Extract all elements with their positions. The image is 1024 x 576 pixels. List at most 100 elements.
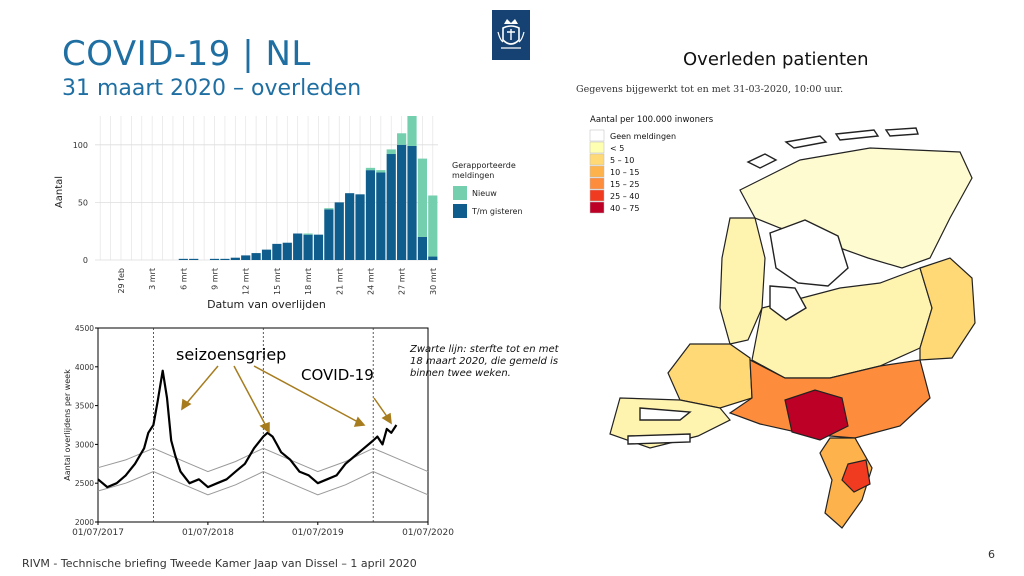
map-updated-note: Gegevens bijgewerkt tot en met 31-03-202…	[576, 84, 844, 95]
wadden-island-3	[834, 129, 880, 141]
rijksoverheid-crest-icon	[492, 10, 530, 60]
bar-gisteren	[272, 243, 282, 260]
bar-legend-title: Gerapporteerde meldingen	[452, 161, 516, 180]
bar-x-tick-label: 27 mrt	[398, 268, 407, 295]
bar-x-axis-title: Datum van overlijden	[207, 298, 326, 311]
line-series	[97, 369, 429, 496]
line-y-tick-label: 2000	[75, 518, 94, 527]
bar-legend-label: T/m gisteren	[471, 207, 523, 216]
bar-nieuw	[407, 116, 417, 146]
line-y-tick-label: 4500	[75, 324, 94, 333]
bar-gisteren	[345, 193, 355, 260]
wadden-island-1	[746, 153, 778, 169]
bar-legend-swatch	[453, 186, 467, 200]
map-legend-label: 15 – 25	[610, 180, 639, 189]
bar-gisteren	[241, 255, 251, 260]
line-baseline-band	[97, 471, 429, 496]
bar-legend-title-line: Gerapporteerde	[452, 161, 516, 170]
line-x-tick-label: 01/07/2020	[402, 528, 454, 536]
slide-title: COVID-19 | NL	[62, 34, 311, 74]
bar-x-tick-label: 30 mrt	[429, 268, 438, 295]
covid-annotation: COVID-19	[301, 366, 374, 384]
bar-gisteren	[397, 144, 407, 260]
bar-gisteren	[189, 258, 199, 260]
map-legend-swatch	[589, 141, 605, 154]
bar-gisteren	[313, 234, 324, 260]
arrow-covid	[373, 397, 389, 419]
bar-gisteren	[407, 145, 417, 260]
map-title: Overleden patienten	[683, 49, 869, 70]
bar-gisteren	[334, 202, 344, 260]
region-limburg-hotspot	[841, 459, 871, 493]
bar-nieuw	[365, 167, 376, 171]
bar-gisteren	[376, 172, 386, 260]
line-chart-note: Zwarte lijn: sterfte tot en met 18 maart…	[410, 344, 559, 379]
map-legend: Aantal per 100.000 inwoners Geen meldinge…	[589, 115, 714, 214]
map-legend-title: Aantal per 100.000 inwoners	[590, 115, 714, 125]
bar-x-tick-label: 12 mrt	[242, 268, 251, 295]
bar-x-tick-label: 15 mrt	[273, 268, 282, 295]
zeeland-water	[639, 407, 692, 421]
map-legend-swatch	[589, 165, 605, 178]
line-x-tick-label: 01/07/2017	[72, 528, 124, 536]
arrow-head	[353, 416, 366, 427]
arrow-head	[381, 412, 392, 425]
seizoensgriep-annotation: seizoensgriep	[176, 345, 286, 364]
bar-y-tick-label: 100	[73, 141, 88, 150]
netherlands-choropleth-map: Aantal per 100.000 inwoners Geen meldinge…	[589, 115, 976, 529]
westerschelde	[627, 433, 691, 445]
bar-x-tick-label: 18 mrt	[304, 268, 313, 295]
bar-gisteren	[303, 234, 313, 260]
bar-chart: 0 50 100 29 feb 3 mrt 6 mrt 9 mrt 12 mrt 15 mrt…	[54, 116, 523, 311]
map-legend-swatch	[589, 153, 605, 166]
region-central	[751, 267, 933, 379]
bar-gisteren	[386, 154, 396, 260]
map-legend-swatch	[589, 129, 605, 142]
map-legend-label: < 5	[610, 144, 624, 153]
line-y-axis-title: Aantal overlijdens per week	[63, 369, 72, 481]
bar-nieuw	[397, 133, 407, 145]
bar-gisteren	[293, 233, 303, 260]
bar-nieuw	[376, 170, 386, 173]
map-legend-label: 25 – 40	[610, 192, 639, 201]
region-north-holland	[719, 217, 766, 345]
bar-nieuw	[324, 208, 334, 210]
map-legend-label: 5 – 10	[610, 156, 634, 165]
map-legend-label: Geen meldingen	[610, 132, 676, 141]
annotation-arrows	[181, 365, 392, 434]
map-legend-swatch	[589, 189, 605, 202]
bar-legend-swatch	[453, 204, 467, 218]
map-legend-label: 40 – 75	[610, 204, 639, 213]
map-land	[609, 147, 976, 529]
bar-series	[178, 116, 438, 260]
page-number: 6	[988, 548, 995, 561]
bar-gisteren	[178, 258, 188, 260]
bar-gisteren	[251, 253, 261, 260]
line-x-tick-label: 01/07/2018	[182, 528, 234, 536]
line-chart: 2000 2500 3000 3500 4000 4500 01/07/2017 01/07/…	[63, 324, 454, 536]
bar-x-tick-label: 9 mrt	[211, 268, 220, 290]
arrow-griep-2018	[185, 365, 219, 405]
line-y-tick-label: 3000	[75, 440, 94, 449]
bar-gisteren	[230, 257, 240, 260]
line-baseline-band	[97, 447, 429, 473]
line-y-tick-label: 3500	[75, 402, 94, 411]
bar-x-tick-label: 6 mrt	[179, 268, 188, 290]
line-y-tick-label: 4000	[75, 363, 94, 372]
map-legend-swatch	[589, 177, 605, 190]
bar-gisteren	[417, 236, 428, 260]
bar-gisteren	[220, 258, 230, 260]
bar-gisteren	[355, 194, 365, 260]
arrow-griep-2020	[253, 365, 359, 423]
slide-footer: RIVM - Technische briefing Tweede Kamer …	[22, 557, 417, 570]
bar-gisteren	[209, 258, 220, 260]
bar-nieuw	[417, 158, 428, 237]
bar-x-tick-label: 21 mrt	[335, 268, 344, 295]
region-south-holland	[667, 343, 753, 409]
bar-x-tick-label: 24 mrt	[366, 268, 375, 295]
map-legend-swatch	[589, 201, 605, 214]
bar-gisteren	[365, 170, 376, 260]
line-x-tick-label: 01/07/2019	[292, 528, 344, 536]
arrow-head	[181, 398, 192, 411]
bar-gisteren	[324, 209, 334, 260]
